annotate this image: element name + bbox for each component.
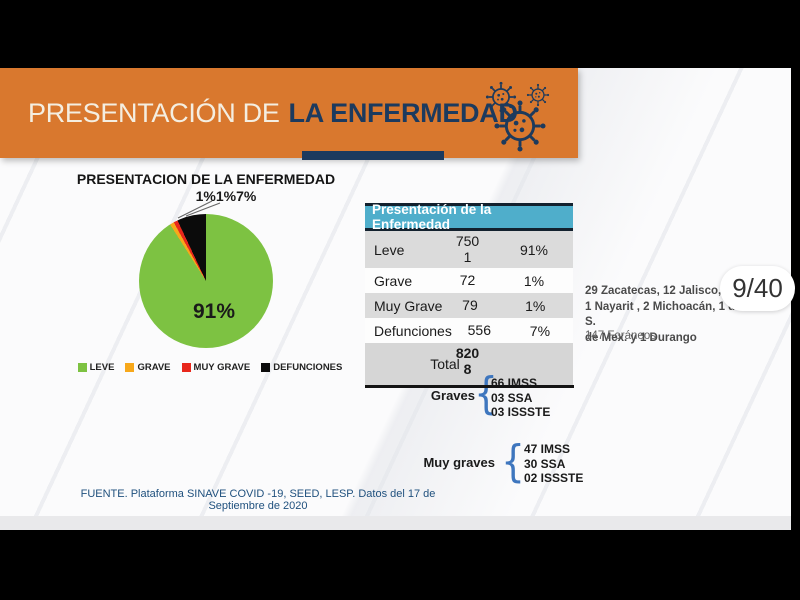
defunciones-swatch-icon (261, 363, 271, 372)
muy-grave-swatch-icon (181, 363, 191, 372)
table-row: Grave 72 1% (365, 268, 573, 293)
pie-callout-label: 1%1%7% (195, 188, 257, 204)
graves-list: 66 IMSS 03 SSA 03 ISSSTE (491, 376, 550, 420)
title-underline-bar (302, 151, 444, 160)
page-title-dark: LA ENFERMEDAD (288, 97, 518, 128)
page-title-light: PRESENTACIÓN DE (28, 97, 280, 128)
virus-icon (485, 81, 550, 154)
page-title: PRESENTACIÓN DE LA ENFERMEDAD (0, 98, 518, 129)
table-row: Leve 7501 91% (365, 231, 573, 268)
regions-note: 29 Zacatecas, 12 Jalisco, 2 Gu 1 Nayarit… (585, 284, 753, 346)
muy-graves-list: 47 IMSS 30 SSA 02 ISSSTE (524, 442, 583, 486)
table-row-total: Total 8208 (365, 343, 573, 386)
pie-chart (139, 214, 273, 348)
row-label: Grave (374, 272, 413, 289)
row-value: 79 (462, 296, 478, 313)
graves-label: Graves (430, 388, 475, 403)
muy-graves-brace (501, 436, 525, 488)
pie-center-label: 91% (192, 300, 236, 323)
row-value: 8208 (455, 345, 480, 377)
table-row: Muy Grave 79 1% (365, 293, 573, 318)
regions-line: 1 Nayarit , 2 Michoacán, 1 de S. (585, 300, 742, 329)
data-table: Presentación de la Enfermedad Leve 7501 … (365, 202, 573, 386)
list-item: 30 SSA (524, 456, 566, 471)
legend-label: LEVE (89, 362, 115, 373)
legend-label: DEFUNCIONES (273, 362, 343, 373)
list-item: 66 IMSS (491, 376, 538, 390)
row-pct: 91% (519, 241, 549, 258)
legend-label: MUY GRAVE (193, 362, 251, 373)
list-item: 03 ISSSTE (491, 405, 551, 419)
row-label: Defunciones (374, 322, 452, 339)
row-pct: 1% (525, 297, 546, 314)
list-item: 03 SSA (491, 390, 533, 405)
callout-leader-lines (177, 200, 221, 219)
row-label: Leve (374, 241, 405, 258)
table-row: Defunciones 556 7% (365, 318, 573, 343)
header-banner: PRESENTACIÓN DE LA ENFERMEDAD (0, 68, 578, 158)
row-label: Total (430, 356, 460, 372)
legend-item-leve: LEVE (77, 362, 115, 373)
list-item: 02 ISSSTE (524, 471, 584, 485)
letterbox-right (791, 0, 800, 600)
table-border-bottom (365, 385, 574, 388)
table-header: Presentación de la Enfermedad (365, 202, 573, 232)
page-counter-badge: 9/40 (720, 266, 795, 311)
list-item: 47 IMSS (524, 442, 571, 456)
row-pct: 1% (523, 272, 545, 289)
regions-line: de Mex. y 1 Durango (585, 331, 697, 344)
foraneos-note: 147 Foráneos (585, 330, 656, 342)
table-border-top (365, 203, 573, 206)
grave-swatch-icon (125, 363, 135, 372)
source-footnote: FUENTE. Plataforma SINAVE COVID -19, SEE… (80, 488, 436, 512)
pie-legend: LEVE GRAVE MUY GRAVE DEFUNCIONES (52, 362, 368, 373)
leve-swatch-icon (77, 363, 87, 372)
legend-item-defunciones: DEFUNCIONES (261, 362, 342, 373)
row-value: 556 (467, 321, 491, 338)
row-value: 72 (459, 271, 476, 288)
legend-item-grave: GRAVE (125, 362, 171, 373)
slide-bottom-strip (0, 516, 791, 530)
pie-chart-title: PRESENTACION DE LA ENFERMEDAD (76, 171, 336, 187)
table-border-header (365, 228, 573, 231)
row-pct: 7% (529, 322, 551, 339)
legend-label: GRAVE (137, 362, 171, 373)
legend-item-muy-grave: MUY GRAVE (181, 362, 251, 373)
muy-graves-label: Muy graves (423, 455, 495, 470)
row-label: Muy Grave (374, 297, 443, 314)
row-value: 7501 (455, 232, 480, 265)
regions-line: 29 Zacatecas, 12 Jalisco, 2 Gu (585, 285, 750, 297)
table-title: Presentación de la Enfermedad (372, 202, 492, 232)
